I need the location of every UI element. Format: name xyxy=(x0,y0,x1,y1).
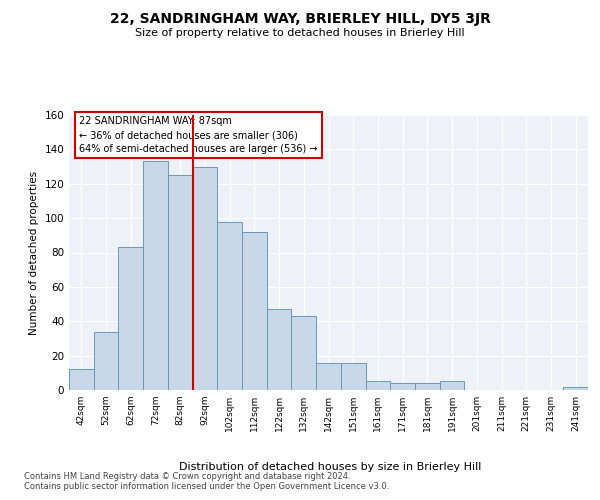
Bar xyxy=(118,248,143,390)
Bar xyxy=(563,386,588,390)
Text: Contains public sector information licensed under the Open Government Licence v3: Contains public sector information licen… xyxy=(24,482,389,491)
Bar xyxy=(415,383,440,390)
Bar xyxy=(316,362,341,390)
Text: Size of property relative to detached houses in Brierley Hill: Size of property relative to detached ho… xyxy=(135,28,465,38)
Bar xyxy=(267,309,292,390)
Bar xyxy=(217,222,242,390)
Bar xyxy=(341,362,365,390)
Y-axis label: Number of detached properties: Number of detached properties xyxy=(29,170,39,334)
Bar xyxy=(168,175,193,390)
Text: 22 SANDRINGHAM WAY: 87sqm
← 36% of detached houses are smaller (306)
64% of semi: 22 SANDRINGHAM WAY: 87sqm ← 36% of detac… xyxy=(79,116,318,154)
Text: 22, SANDRINGHAM WAY, BRIERLEY HILL, DY5 3JR: 22, SANDRINGHAM WAY, BRIERLEY HILL, DY5 … xyxy=(110,12,490,26)
Bar xyxy=(390,383,415,390)
Bar xyxy=(292,316,316,390)
Bar xyxy=(143,162,168,390)
Bar xyxy=(242,232,267,390)
Bar xyxy=(365,382,390,390)
Bar xyxy=(440,382,464,390)
Bar xyxy=(193,166,217,390)
Text: Distribution of detached houses by size in Brierley Hill: Distribution of detached houses by size … xyxy=(179,462,481,472)
Bar xyxy=(94,332,118,390)
Bar xyxy=(69,370,94,390)
Text: Contains HM Land Registry data © Crown copyright and database right 2024.: Contains HM Land Registry data © Crown c… xyxy=(24,472,350,481)
